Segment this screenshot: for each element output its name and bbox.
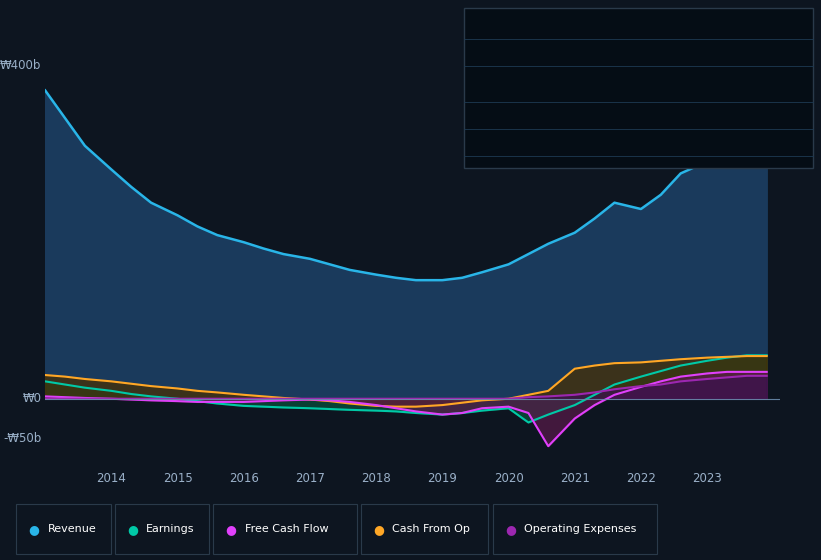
Text: ₩34.056b /yr: ₩34.056b /yr: [624, 105, 708, 115]
Text: ●: ●: [374, 522, 384, 536]
Text: ●: ●: [505, 522, 516, 536]
Text: ₩28.953b /yr: ₩28.953b /yr: [624, 159, 708, 169]
Text: ₩55.076b /yr: ₩55.076b /yr: [624, 69, 708, 79]
Text: ●: ●: [29, 522, 39, 536]
Text: ₩312.067b /yr: ₩312.067b /yr: [624, 42, 715, 52]
Text: ●: ●: [226, 522, 236, 536]
Text: Free Cash Flow: Free Cash Flow: [472, 105, 556, 115]
Text: ₩400b: ₩400b: [0, 59, 42, 72]
Text: 17.6% profit margin: 17.6% profit margin: [624, 89, 750, 99]
Text: ₩0: ₩0: [22, 392, 42, 405]
Text: Earnings: Earnings: [472, 69, 521, 79]
Text: ●: ●: [127, 522, 138, 536]
Text: Revenue: Revenue: [472, 42, 521, 52]
Text: ₩54.335b /yr: ₩54.335b /yr: [624, 132, 708, 142]
Text: Operating Expenses: Operating Expenses: [472, 159, 585, 169]
Text: Operating Expenses: Operating Expenses: [524, 524, 636, 534]
Text: Revenue: Revenue: [48, 524, 96, 534]
Text: Dec 31 2023: Dec 31 2023: [472, 21, 565, 34]
Text: Cash From Op: Cash From Op: [392, 524, 470, 534]
Text: Earnings: Earnings: [146, 524, 195, 534]
Text: -₩50b: -₩50b: [3, 432, 42, 445]
Text: Cash From Op: Cash From Op: [472, 132, 550, 142]
Text: Free Cash Flow: Free Cash Flow: [245, 524, 328, 534]
